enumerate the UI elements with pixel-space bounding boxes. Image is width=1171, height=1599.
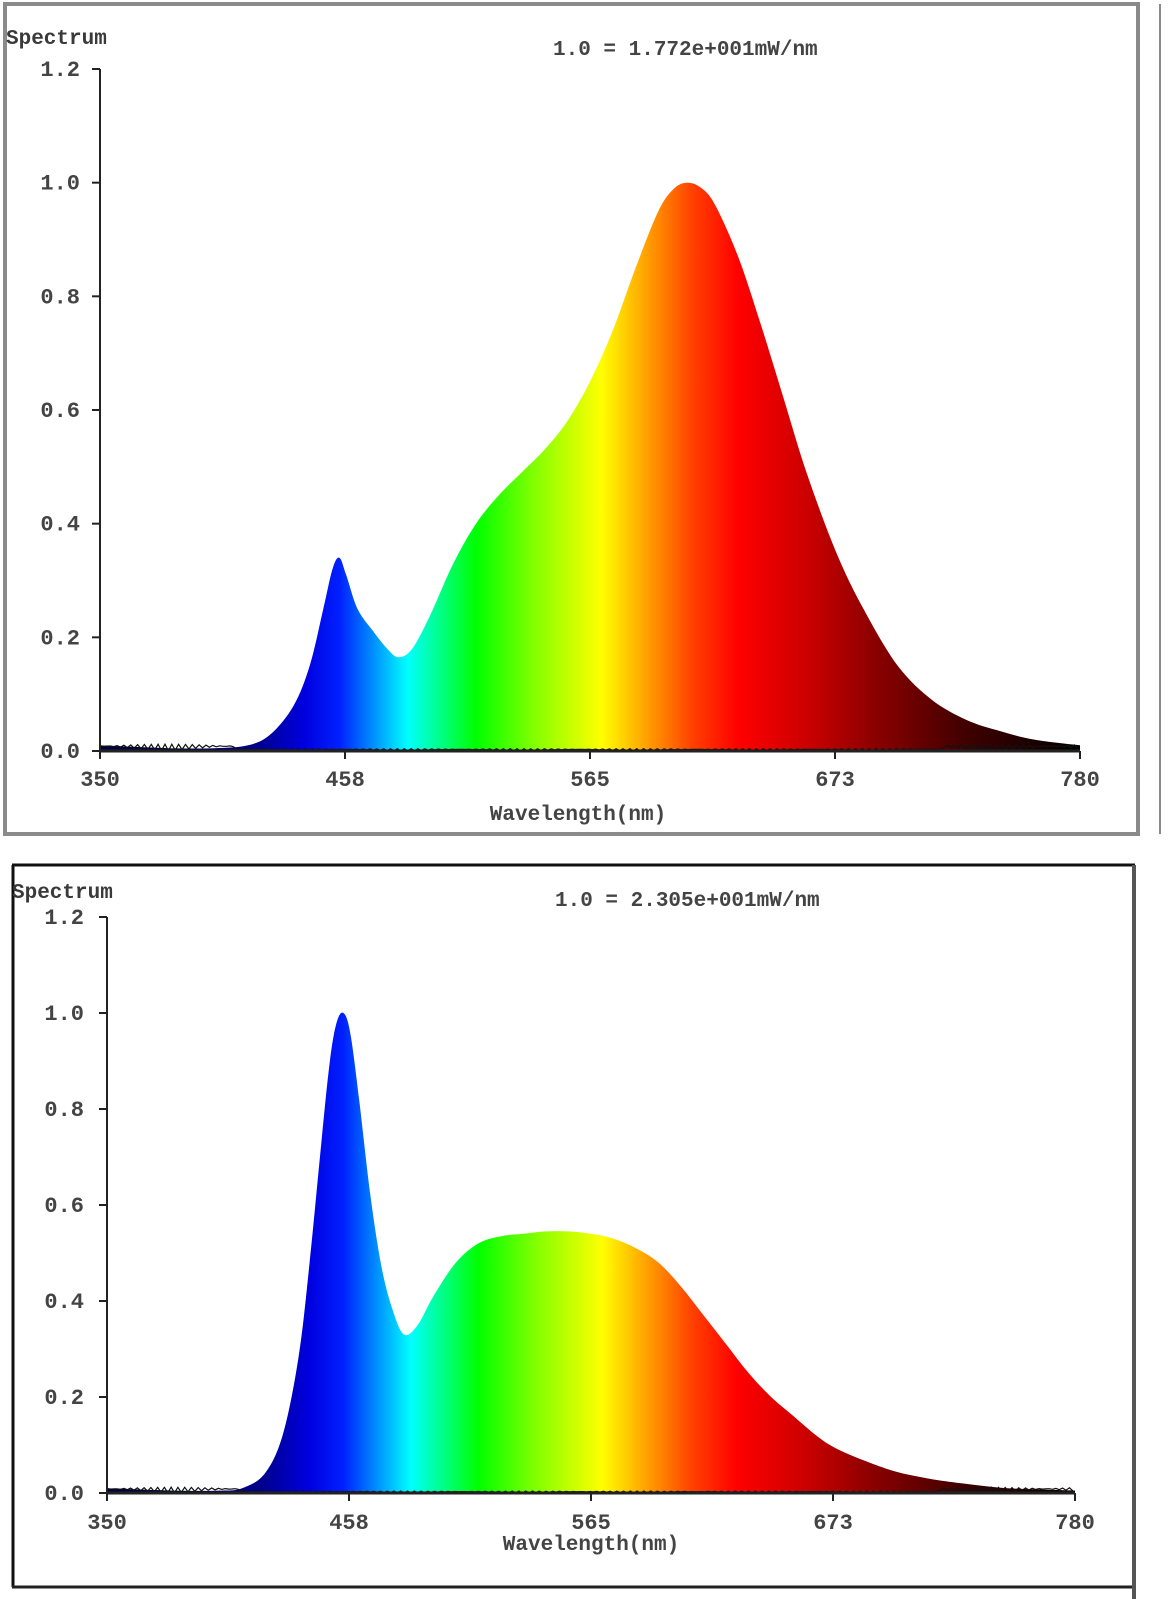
chart-frame [3,2,1140,836]
x-axis-label: Wavelength(nm) [490,804,666,827]
x-tick-label: 673 [813,1511,853,1536]
spectrum-area [100,182,1080,751]
y-tick-label: 0.8 [40,285,80,310]
y-tick-label: 0.4 [44,1290,84,1315]
x-tick-label: 458 [325,768,365,793]
scale-annotation: 1.0 = 1.772e+001mW/nm [553,39,818,62]
spectrum-plot-bottom: Spectrum 1.0 = 2.305e+001mW/nm Wavelengt… [11,863,1136,1599]
spectrum-plot-top: Spectrum 1.0 = 1.772e+001mW/nm Wavelengt… [3,2,1161,836]
x-tick-label: 350 [87,1511,127,1536]
y-tick-label: 1.2 [40,58,80,83]
y-axis-title: Spectrum [6,28,107,51]
x-tick-label: 458 [329,1511,369,1536]
x-tick-label: 780 [1060,768,1100,793]
spectrum-area [107,1012,1075,1493]
y-tick-label: 0.2 [44,1386,84,1411]
y-tick-label: 1.0 [40,172,80,197]
y-axis-title: Spectrum [12,882,113,905]
spectrum-chart-bottom: Spectrum 1.0 = 2.305e+001mW/nm Wavelengt… [0,855,1171,1599]
y-tick-label: 1.0 [44,1002,84,1027]
x-tick-label: 673 [815,768,855,793]
y-tick-label: 0.4 [40,513,80,538]
x-tick-label: 565 [570,768,610,793]
y-tick-label: 0.8 [44,1098,84,1123]
y-tick-label: 0.0 [44,1482,84,1507]
x-tick-label: 780 [1055,1511,1095,1536]
y-tick-label: 0.0 [40,740,80,765]
y-tick-label: 0.2 [40,626,80,651]
y-tick-label: 0.6 [44,1194,84,1219]
x-tick-label: 565 [571,1511,611,1536]
y-tick-label: 0.6 [40,399,80,424]
scale-annotation: 1.0 = 2.305e+001mW/nm [555,890,820,913]
spectrum-chart-top: Spectrum 1.0 = 1.772e+001mW/nm Wavelengt… [3,2,1161,836]
x-axis-label: Wavelength(nm) [503,1534,679,1557]
y-tick-label: 1.2 [44,906,84,931]
x-tick-label: 350 [80,768,120,793]
